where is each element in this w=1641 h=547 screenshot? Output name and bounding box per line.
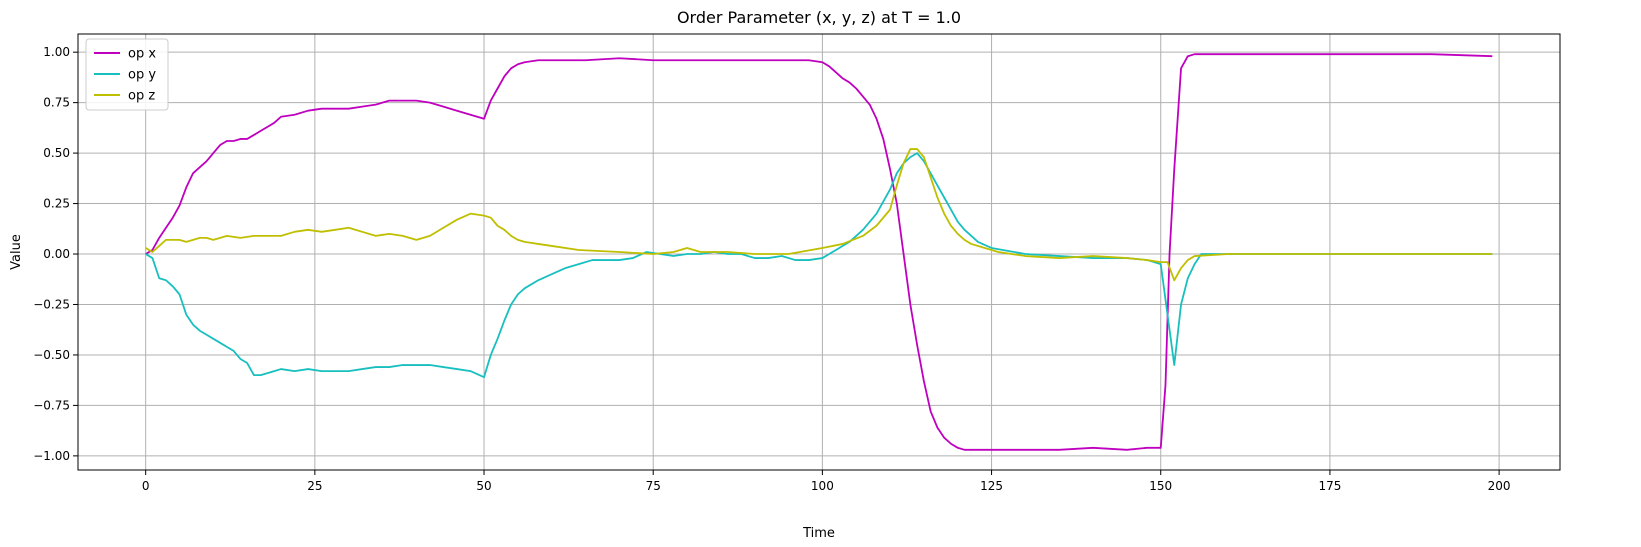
y-tick-label: −1.00 [33,449,70,463]
y-axis-label: Value [9,234,24,270]
legend-label: op z [128,89,155,104]
series-line-op-x [145,53,1493,451]
y-tick-label: −0.25 [33,297,70,311]
series-layer [145,53,1493,451]
x-tick-label: 150 [1149,479,1172,493]
y-tick-label: 1.00 [43,45,70,59]
legend-label: op x [128,47,156,62]
y-tick-label: −0.50 [33,348,70,362]
ticks-layer: 0 25 50 75 100 125 150 175 200 1.00 0.75 0.50 0.25 0.… [33,45,1510,493]
x-tick-label: 100 [811,479,834,493]
y-tick-label: 0.25 [43,197,70,211]
x-tick-label: 50 [476,479,491,493]
x-tick-label: 25 [307,479,322,493]
y-tick-label: 0.75 [43,96,70,110]
x-tick-label: 200 [1488,479,1511,493]
legend: op x op y op z [85,38,169,111]
x-tick-label: 175 [1318,479,1341,493]
x-tick-label: 75 [646,479,661,493]
chart-title: Order Parameter (x, y, z) at T = 1.0 [677,8,961,27]
y-tick-label: 0.00 [43,247,70,261]
x-axis-label: Time [802,526,835,541]
x-tick-label: 0 [142,479,150,493]
y-tick-label: −0.75 [33,398,70,412]
legend-label: op y [128,68,156,83]
series-line-op-y [145,152,1493,379]
y-tick-label: 0.50 [43,146,70,160]
legend-box [85,38,169,111]
plot-frame [77,33,1561,471]
x-tick-label: 125 [980,479,1003,493]
series-line-op-z [145,148,1493,282]
